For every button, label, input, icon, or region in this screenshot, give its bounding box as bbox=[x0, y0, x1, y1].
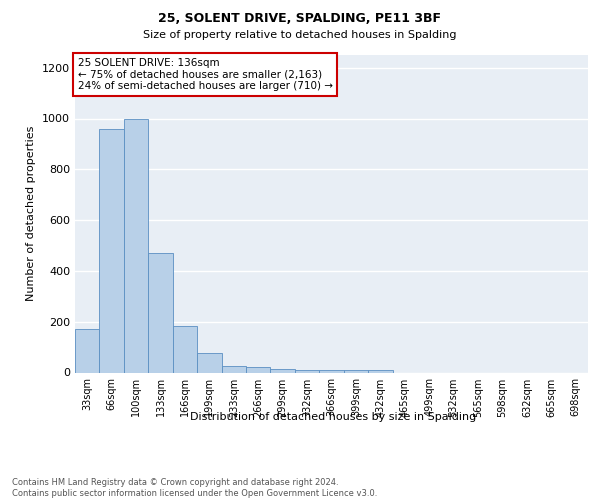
Bar bbox=[295, 370, 319, 372]
Text: Distribution of detached houses by size in Spalding: Distribution of detached houses by size … bbox=[190, 412, 476, 422]
Bar bbox=[368, 370, 392, 372]
Bar bbox=[319, 370, 344, 372]
Bar bbox=[221, 366, 246, 372]
Text: 25, SOLENT DRIVE, SPALDING, PE11 3BF: 25, SOLENT DRIVE, SPALDING, PE11 3BF bbox=[158, 12, 442, 26]
Bar bbox=[75, 330, 100, 372]
Bar bbox=[124, 118, 148, 372]
Bar bbox=[173, 326, 197, 372]
Bar bbox=[344, 370, 368, 372]
Text: Contains HM Land Registry data © Crown copyright and database right 2024.
Contai: Contains HM Land Registry data © Crown c… bbox=[12, 478, 377, 498]
Bar bbox=[100, 128, 124, 372]
Bar bbox=[246, 368, 271, 372]
Bar bbox=[197, 354, 221, 372]
Text: Size of property relative to detached houses in Spalding: Size of property relative to detached ho… bbox=[143, 30, 457, 40]
Y-axis label: Number of detached properties: Number of detached properties bbox=[26, 126, 37, 302]
Bar bbox=[271, 368, 295, 372]
Bar bbox=[148, 253, 173, 372]
Text: 25 SOLENT DRIVE: 136sqm
← 75% of detached houses are smaller (2,163)
24% of semi: 25 SOLENT DRIVE: 136sqm ← 75% of detache… bbox=[77, 58, 332, 92]
